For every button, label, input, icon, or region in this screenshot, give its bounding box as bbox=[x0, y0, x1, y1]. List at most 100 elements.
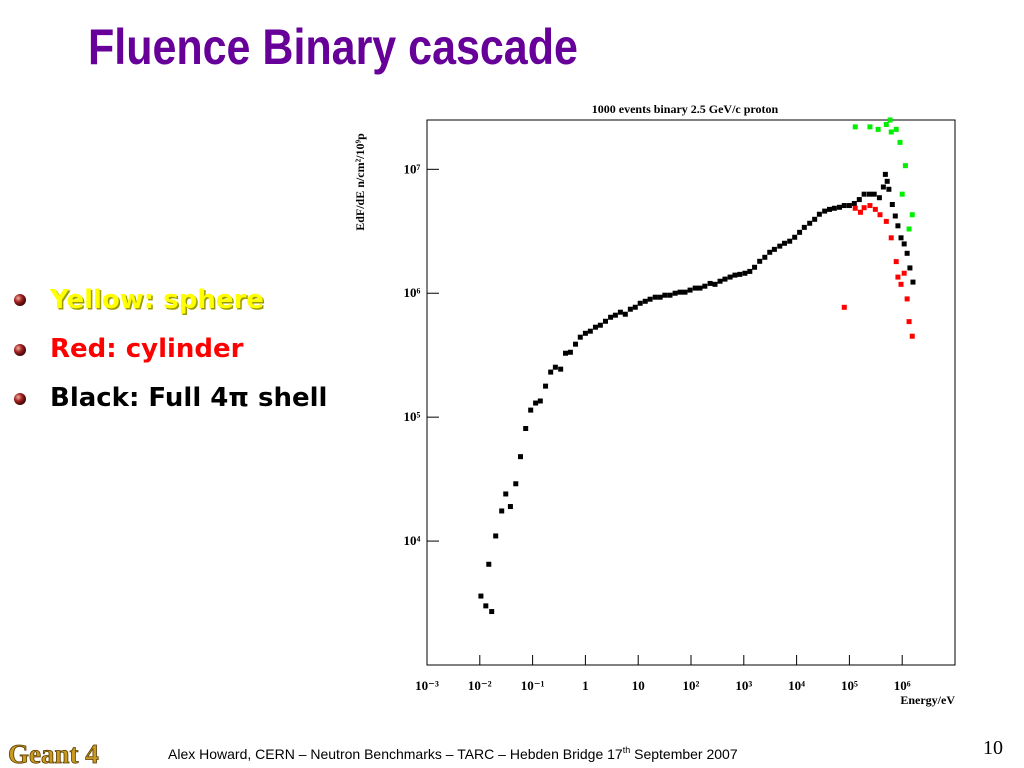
point bbox=[677, 289, 683, 295]
x-tick-label: 1 bbox=[582, 678, 589, 693]
point bbox=[876, 195, 882, 201]
point bbox=[712, 281, 718, 287]
point bbox=[503, 491, 509, 497]
point bbox=[906, 319, 912, 325]
point bbox=[841, 304, 847, 310]
point bbox=[717, 278, 723, 284]
point bbox=[747, 268, 753, 274]
x-tick-label: 10⁻³ bbox=[415, 678, 439, 693]
point bbox=[877, 212, 883, 218]
point bbox=[841, 203, 847, 209]
point bbox=[846, 203, 852, 209]
point bbox=[692, 285, 698, 291]
point bbox=[752, 264, 758, 270]
bullet-icon bbox=[14, 294, 26, 306]
point bbox=[889, 202, 895, 208]
point bbox=[513, 481, 519, 487]
point bbox=[567, 349, 573, 355]
point bbox=[697, 285, 703, 291]
point bbox=[882, 171, 888, 177]
point bbox=[895, 274, 901, 280]
point bbox=[602, 318, 608, 324]
point bbox=[909, 212, 915, 218]
point bbox=[801, 224, 807, 230]
y-tick-label: 10⁵ bbox=[404, 409, 421, 424]
point bbox=[587, 328, 593, 334]
point bbox=[856, 197, 862, 203]
y-tick-label: 10⁴ bbox=[404, 533, 421, 548]
point bbox=[852, 124, 858, 130]
point bbox=[762, 254, 768, 260]
x-tick-label: 10⁻¹ bbox=[521, 678, 545, 693]
point bbox=[662, 292, 668, 298]
point bbox=[528, 407, 534, 413]
point bbox=[478, 593, 484, 599]
point bbox=[608, 314, 614, 320]
point bbox=[897, 139, 903, 145]
point bbox=[827, 206, 833, 212]
point bbox=[901, 270, 907, 276]
point bbox=[771, 246, 777, 252]
slide-title: Fluence Binary cascade bbox=[88, 19, 578, 75]
point bbox=[822, 208, 828, 214]
point bbox=[507, 504, 513, 510]
point bbox=[884, 178, 890, 184]
point bbox=[737, 271, 743, 277]
point bbox=[486, 561, 492, 567]
x-tick-label: 10⁵ bbox=[841, 678, 858, 693]
chart-title: 1000 events binary 2.5 GeV/c proton bbox=[592, 102, 779, 116]
point bbox=[883, 218, 889, 224]
point bbox=[857, 209, 863, 215]
footer-sup: th bbox=[623, 745, 631, 755]
bullet: Red: cylinder bbox=[50, 334, 244, 364]
point bbox=[558, 366, 564, 372]
point bbox=[880, 184, 886, 190]
x-tick-label: 10 bbox=[632, 678, 645, 693]
x-axis-label: Energy/eV bbox=[900, 693, 955, 707]
point bbox=[592, 324, 598, 330]
point bbox=[732, 272, 738, 278]
point bbox=[886, 186, 892, 192]
point bbox=[687, 287, 693, 293]
footer-logo: Geant 4 bbox=[8, 739, 99, 768]
point bbox=[812, 216, 818, 222]
point bbox=[901, 241, 907, 247]
point bbox=[899, 191, 905, 197]
bullet: Yellow: sphere bbox=[49, 285, 264, 315]
point bbox=[647, 296, 653, 302]
point bbox=[902, 163, 908, 169]
point bbox=[797, 229, 803, 235]
point bbox=[552, 364, 558, 370]
point bbox=[907, 265, 913, 271]
point bbox=[893, 259, 899, 265]
point bbox=[893, 126, 899, 132]
point bbox=[866, 191, 872, 197]
point bbox=[898, 235, 904, 241]
point bbox=[807, 220, 813, 226]
point bbox=[632, 304, 638, 310]
point bbox=[867, 124, 873, 130]
footer-text-end: September 2007 bbox=[630, 746, 738, 762]
y-axis-label: EdF/dE n/cm²/10⁹p bbox=[353, 133, 367, 231]
point bbox=[637, 300, 643, 306]
point bbox=[852, 205, 858, 211]
point bbox=[523, 425, 529, 431]
x-tick-label: 10⁶ bbox=[894, 678, 911, 693]
bullet-icon bbox=[14, 393, 26, 405]
point bbox=[533, 400, 539, 406]
point bbox=[883, 121, 889, 127]
plot-frame bbox=[426, 119, 956, 666]
point bbox=[722, 276, 728, 282]
point bbox=[892, 213, 898, 219]
point bbox=[489, 609, 495, 615]
point bbox=[518, 454, 524, 460]
point bbox=[702, 283, 708, 289]
point bbox=[816, 211, 822, 217]
point bbox=[888, 235, 894, 241]
point bbox=[910, 279, 916, 285]
point bbox=[627, 306, 633, 312]
point bbox=[667, 292, 673, 298]
point bbox=[617, 309, 623, 315]
